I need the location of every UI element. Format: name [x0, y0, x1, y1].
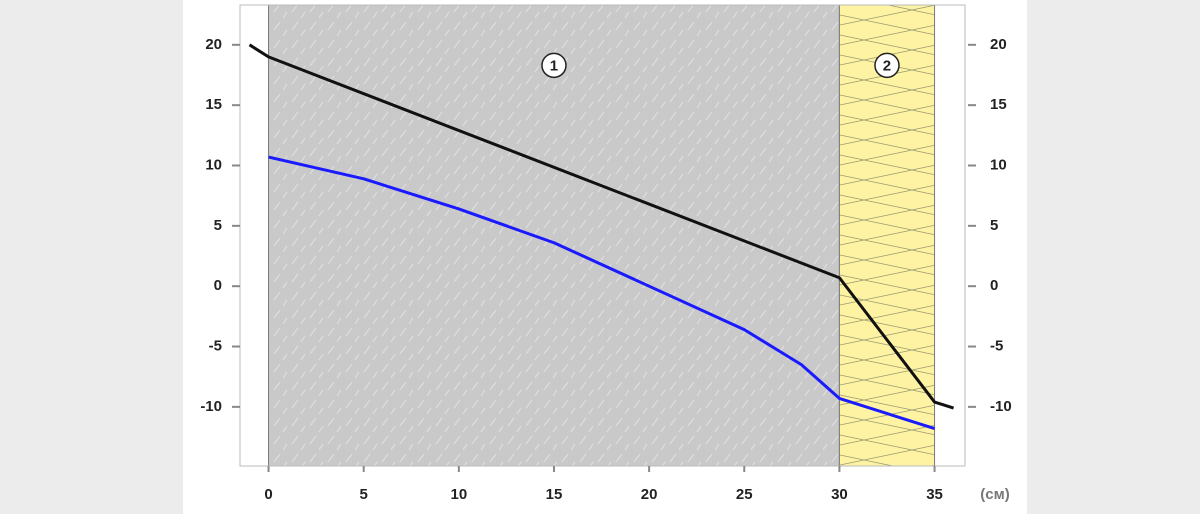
y-tick-label: 20	[205, 36, 222, 53]
x-tick-label: 35	[926, 486, 943, 503]
layer-texture	[268, 5, 840, 466]
y-tick-label: 10	[205, 156, 222, 173]
layer-label: 1	[550, 57, 558, 74]
y2-tick-label: 5	[990, 217, 998, 234]
y2-tick-label: 20	[990, 36, 1007, 53]
series-line	[248, 43, 955, 410]
x-tick-label: 15	[546, 486, 563, 503]
x-tick-label: 5	[360, 486, 368, 503]
layer-badge	[874, 52, 900, 79]
y2-tick-label: 15	[990, 96, 1007, 113]
y2-tick-label: 0	[990, 277, 998, 294]
y2-tick-label: -10	[990, 398, 1012, 415]
layer-texture	[839, 5, 935, 466]
y-tick-label: 0	[214, 277, 222, 294]
layer-label: 2	[883, 57, 891, 74]
x-tick-label: 0	[264, 486, 272, 503]
y-tick-label: -10	[200, 398, 222, 415]
layer-badge	[541, 52, 567, 79]
x-unit: (см)	[980, 486, 1009, 503]
y2-tick-label: 10	[990, 156, 1007, 173]
x-tick-label: 30	[831, 486, 848, 503]
x-tick-label: 10	[450, 486, 467, 503]
x-tick-label: 20	[641, 486, 658, 503]
series-line	[268, 155, 936, 431]
x-tick-label: 25	[736, 486, 753, 503]
y-tick-label: -5	[209, 337, 222, 354]
y-tick-label: 5	[214, 217, 222, 234]
y-tick-label: 15	[205, 96, 222, 113]
plot-frame	[239, 4, 966, 467]
y2-tick-label: -5	[990, 337, 1003, 354]
